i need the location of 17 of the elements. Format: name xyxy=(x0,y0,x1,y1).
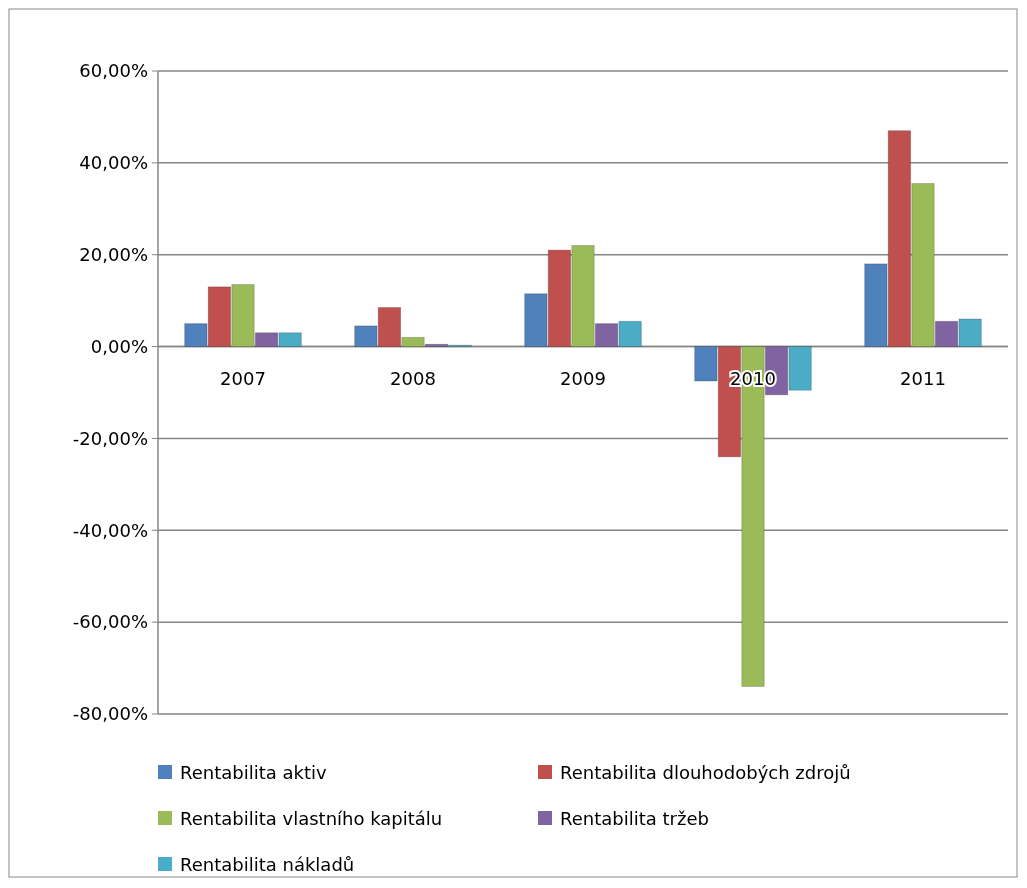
y-tick-label: -20,00% xyxy=(72,427,148,449)
legend-label: Rentabilita vlastního kapitálu xyxy=(180,808,443,830)
legend-label: Rentabilita aktiv xyxy=(180,762,328,784)
y-tick-label: -60,00% xyxy=(72,611,148,633)
y-tick-label: -80,00% xyxy=(72,703,148,725)
y-tick-label: -40,00% xyxy=(72,519,148,541)
y-tick-label: 60,00% xyxy=(79,60,148,82)
legend-label: Rentabilita tržeb xyxy=(560,808,709,830)
y-tick-label: 20,00% xyxy=(79,244,148,266)
legend-label: Rentabilita nákladů xyxy=(180,854,355,876)
x-tick-label: 2008 xyxy=(390,367,436,389)
legend-label: Rentabilita dlouhodobých zdrojů xyxy=(560,762,851,784)
y-tick-label: 40,00% xyxy=(79,152,148,174)
x-tick-label: 2007 xyxy=(220,367,266,389)
x-tick-label: 2009 xyxy=(560,367,606,389)
y-tick-label: 0,00% xyxy=(90,335,148,357)
x-tick-label: 2011 xyxy=(900,367,946,389)
